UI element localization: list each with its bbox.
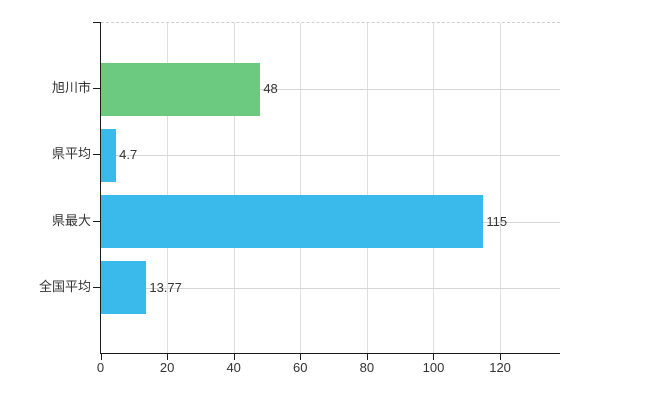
x-tick-label: 100	[422, 360, 445, 375]
bar	[100, 195, 484, 249]
y-axis-tick	[93, 220, 100, 222]
x-axis-line	[99, 352, 560, 354]
bar	[100, 261, 147, 315]
x-axis-tick	[167, 354, 169, 360]
v-gridline	[366, 23, 368, 354]
x-tick-label: 120	[489, 360, 511, 375]
bar	[100, 128, 117, 182]
x-tick-label: 60	[293, 360, 308, 375]
x-axis-tick	[500, 354, 502, 360]
bar-value-label: 115	[486, 213, 508, 229]
category-label: 全国平均	[38, 278, 91, 294]
x-axis-tick	[233, 354, 235, 360]
v-gridline	[233, 23, 235, 354]
y-axis-tick	[93, 286, 100, 288]
category-label: 旭川市	[51, 80, 91, 96]
v-gridline	[167, 23, 169, 354]
bar-value-label: 48	[263, 81, 278, 97]
v-gridline	[433, 23, 435, 354]
x-tick-label: 0	[96, 360, 105, 375]
v-gridline	[300, 23, 302, 354]
x-axis-tick	[300, 354, 302, 360]
h-gridline	[100, 89, 560, 91]
h-gridline	[100, 155, 560, 157]
x-tick-label: 20	[159, 360, 175, 375]
x-axis-tick	[100, 354, 102, 360]
x-tick-label: 80	[359, 360, 375, 375]
bar-value-label: 13.77	[149, 279, 182, 295]
x-tick-label: 40	[226, 360, 241, 375]
x-axis-tick	[366, 354, 368, 360]
y-axis-top-tick	[93, 22, 100, 23]
y-axis-tick	[93, 154, 100, 156]
bar-value-label: 4.7	[119, 147, 138, 163]
x-axis-tick	[433, 354, 435, 360]
v-gridline	[500, 23, 502, 354]
category-label: 県最大	[51, 212, 91, 228]
bar	[100, 62, 261, 116]
y-axis-tick	[93, 88, 100, 90]
y-axis-line	[99, 22, 101, 354]
h-gridline	[100, 287, 560, 289]
category-label: 県平均	[51, 146, 91, 162]
plot-area: 48 4.7 115 13.77	[100, 22, 560, 354]
